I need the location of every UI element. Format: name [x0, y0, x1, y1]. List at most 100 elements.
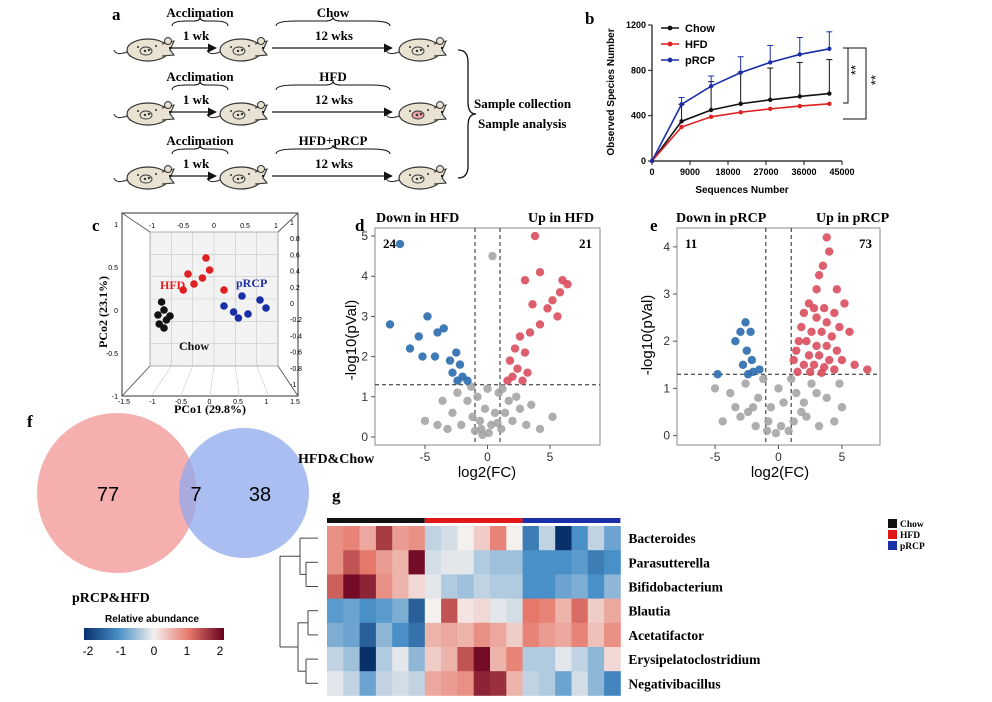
tick-label: 0.5 [233, 399, 243, 406]
heatmap-cell [375, 526, 393, 551]
tick-label: -1.5 [118, 399, 130, 406]
data-point [768, 106, 773, 112]
tick-label: 0 [290, 301, 294, 308]
data-point [768, 97, 773, 103]
heatmap-cell [604, 622, 621, 648]
tick-label: -1 [149, 223, 155, 230]
heatmap-cell [538, 622, 556, 648]
panel-label-e: e [650, 216, 658, 235]
up-point [797, 322, 806, 332]
tick-label: 0.6 [290, 252, 300, 259]
up-point [806, 367, 815, 377]
panel-label-d: d [355, 216, 365, 235]
legend-marker [667, 41, 673, 47]
up-point [804, 351, 814, 360]
legend-marker [667, 57, 673, 63]
row-label: Bacteroides [628, 531, 695, 546]
heatmap-cell [375, 622, 393, 648]
x-tick-label: 27000 [753, 167, 778, 177]
ylabel-b: Observed Species Number [606, 28, 617, 155]
panel-a: a Acclimation 1 wk Chow 12 wks Acclimation 1 … [112, 5, 572, 190]
ns-point [822, 393, 831, 403]
ns-point [438, 396, 447, 405]
title-right-e: Up in pRCP [816, 211, 890, 226]
down-point [439, 324, 448, 333]
up-point [840, 299, 849, 308]
down-point [713, 370, 722, 379]
ns-point [548, 412, 557, 422]
heatmap-cell [457, 598, 475, 624]
diet-brace [275, 80, 391, 91]
heatmap-cell [408, 598, 426, 624]
ns-point [490, 408, 500, 418]
heatmap-cell [327, 574, 344, 599]
heatmap-cell [506, 647, 523, 672]
ns-point [726, 388, 735, 398]
up-point [814, 351, 824, 360]
heatmap-cell [538, 647, 556, 672]
tick-label: 0 [208, 399, 212, 406]
down-point [746, 327, 755, 336]
heatmap-cell [392, 574, 409, 599]
heatmap-cell [392, 550, 409, 575]
up-point [812, 313, 821, 322]
up-point [818, 261, 828, 270]
heatmap-cell [506, 526, 523, 551]
ns-point [710, 384, 720, 393]
heatmap-cell [343, 526, 360, 551]
tick-label: -0.8 [290, 366, 302, 373]
heatmap-cell [473, 526, 491, 551]
ns-point [500, 408, 510, 418]
panel-label-f: f [27, 412, 33, 431]
ns-point [741, 379, 750, 388]
heatmap-cell [571, 574, 589, 599]
pcoa-point-prcp [238, 292, 246, 300]
heatmap-cell [587, 550, 605, 575]
ns-point [433, 420, 442, 430]
up-point [563, 280, 572, 289]
y-tick-label: 3 [663, 287, 670, 301]
y-tick-label: 0 [663, 429, 670, 443]
down-point [385, 320, 395, 329]
data-point [708, 107, 714, 113]
panel-label-a: a [112, 5, 121, 24]
heatmap-cell [392, 647, 409, 672]
ns-point [799, 398, 809, 407]
heatmap-cell [424, 622, 442, 648]
ns-point [504, 396, 513, 405]
heatmap-cell [522, 647, 540, 672]
pcoa-point-chow [160, 306, 168, 314]
heatmap-cell [522, 671, 540, 696]
down-point [418, 352, 427, 361]
scale-tick-label: -1 [116, 644, 127, 658]
ns-point [480, 404, 490, 414]
pcoa-point-prcp [229, 308, 238, 316]
heatmap-cell [473, 598, 491, 624]
heatmap-cell [408, 647, 426, 672]
heatmap-cell [424, 550, 442, 575]
mouse-icon-end [385, 165, 448, 190]
scale-title: Relative abundance [105, 614, 199, 625]
ns-point [771, 429, 781, 438]
up-point [817, 327, 826, 336]
heatmap-cell [441, 622, 458, 648]
heatmap-cell [490, 574, 507, 599]
heatmap-cell [473, 550, 491, 575]
heatmap-cell [359, 647, 377, 672]
heatmap-cell [457, 526, 475, 551]
heatmap-cell [392, 622, 409, 648]
up-point [523, 368, 532, 377]
tick-label: 1 [114, 222, 118, 229]
tick-label: -1 [149, 399, 155, 406]
data-point [649, 158, 655, 164]
count-down: 11 [685, 236, 697, 251]
ylabel-c: PCo2 (23.1%) [96, 276, 110, 348]
up-point [845, 327, 854, 336]
data-point [738, 110, 743, 115]
ns-point [463, 396, 472, 405]
data-point [827, 91, 832, 96]
heatmap-cell [538, 598, 556, 624]
up-point [809, 360, 819, 370]
heatmap-cell [327, 550, 344, 575]
up-point [543, 304, 552, 313]
